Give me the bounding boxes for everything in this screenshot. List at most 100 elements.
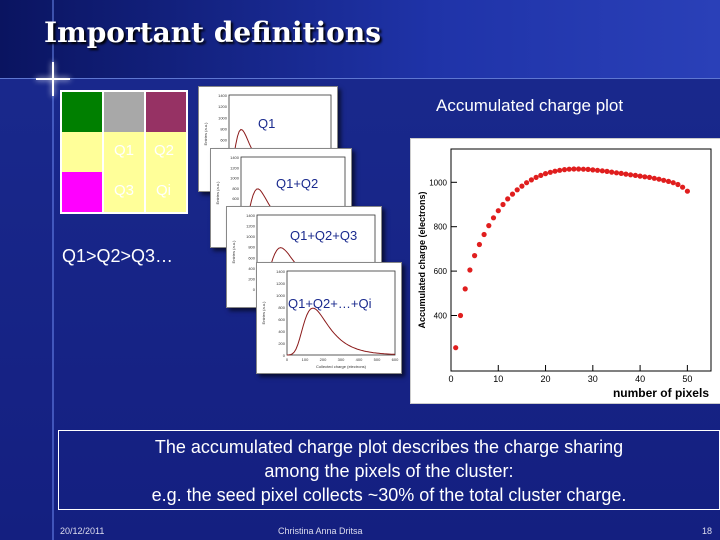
data-point <box>547 169 553 175</box>
stack-label-4: Q1+Q2+…+Qi <box>288 296 372 311</box>
x-tick-label: 0 <box>448 374 453 384</box>
histogram-ytick-label: 800 <box>220 126 227 131</box>
histogram-ytick-label: 1200 <box>230 165 240 170</box>
data-point <box>623 171 629 177</box>
pixel-cell-1 <box>62 92 102 132</box>
data-point <box>580 166 586 172</box>
histogram-ytick-label: 0 <box>283 353 286 358</box>
stack-label-2: Q1+Q2 <box>276 176 319 191</box>
data-point <box>505 196 511 202</box>
data-point <box>472 253 478 259</box>
histogram-ytick-label: 200 <box>248 276 255 281</box>
data-point <box>684 188 690 194</box>
stack-label-3: Q1+Q2+Q3 <box>290 228 358 243</box>
histogram-frame <box>286 270 396 356</box>
footer-author: Christina Anna Dritsa <box>278 526 363 536</box>
data-point <box>500 201 506 208</box>
data-point <box>599 168 605 174</box>
histogram-xtick-label: 100 <box>302 357 309 362</box>
data-point <box>585 166 591 172</box>
data-point <box>524 180 530 186</box>
y-tick-label: 400 <box>434 312 448 321</box>
accumulated-chart-svg: 400 600 800 1000 0 10 20 30 40 50 number of pixels… <box>417 148 712 400</box>
pixel-cell-5 <box>104 132 144 172</box>
x-tick-label: 20 <box>541 374 551 384</box>
histogram-svg-4: 1400 1200 1000 800 600 400 200 00 100 200 300 400 50… <box>261 269 399 369</box>
pixel-label-qi: Qi <box>156 182 171 199</box>
histogram-ytick-label: 1400 <box>276 269 286 274</box>
footer-date: 20/12/2011 <box>60 526 105 536</box>
data-point <box>538 172 544 178</box>
accumulated-charge-chart: 400 600 800 1000 0 10 20 30 40 50 number of pixels… <box>410 138 720 404</box>
data-point <box>542 171 549 177</box>
pixel-cell-3 <box>146 92 186 132</box>
histogram-ytick-label: 1400 <box>246 213 256 218</box>
y-axis-label: Accumulated charge (electrons) <box>417 191 427 328</box>
histogram-xlabel: Collected charge (electrons) <box>316 364 367 369</box>
x-tick-label: 10 <box>493 374 503 384</box>
x-axis-label: number of pixels <box>613 386 709 400</box>
data-point <box>509 191 516 197</box>
data-point <box>665 178 672 184</box>
data-point <box>561 167 568 173</box>
data-point <box>670 180 676 186</box>
data-point <box>467 267 473 273</box>
caption-line-3: e.g. the seed pixel collects ~30% of the… <box>151 485 627 505</box>
chart-frame <box>450 148 712 372</box>
data-point <box>566 166 572 172</box>
data-point <box>514 187 520 193</box>
data-point <box>476 241 482 248</box>
histogram-ytick-label: 1400 <box>218 93 228 98</box>
histogram-ytick-label: 600 <box>278 317 285 322</box>
data-point <box>661 177 667 183</box>
histogram-ytick-label: 400 <box>248 266 255 271</box>
data-point <box>609 169 615 175</box>
histogram-ylabel: Entries (a.u.) <box>261 301 266 325</box>
histogram-ytick-label: 400 <box>278 329 285 334</box>
data-point <box>637 173 643 179</box>
histogram-ytick-label: 1000 <box>246 234 256 239</box>
data-point <box>453 345 459 351</box>
histogram-ytick-label: 1400 <box>230 155 240 160</box>
data-point <box>571 166 577 172</box>
order-text: Q1>Q2>Q3… <box>62 246 174 266</box>
decor-horizontal-line <box>0 78 720 79</box>
pixel-cell-2 <box>104 92 144 132</box>
pixel-label-q2: Q2 <box>154 142 175 159</box>
histogram-xtick-label: 300 <box>338 357 345 362</box>
pixel-cell-4 <box>62 132 102 172</box>
histogram-xtick-label: 400 <box>356 357 363 362</box>
data-point <box>646 174 653 180</box>
pixel-cell-9 <box>146 172 186 212</box>
pixel-cell-8 <box>104 172 144 212</box>
sparkle-icon <box>36 62 70 96</box>
histogram-xtick-label: 200 <box>320 357 327 362</box>
data-point <box>618 170 624 176</box>
histogram-ytick-label: 1200 <box>246 224 256 229</box>
accumulated-title: Accumulated charge plot <box>436 96 624 115</box>
footer-page: 18 <box>702 526 713 536</box>
histogram-ytick-label: 600 <box>248 255 255 260</box>
title-band <box>0 0 720 78</box>
data-point <box>604 168 610 174</box>
data-point <box>576 166 582 172</box>
data-point <box>632 172 638 178</box>
data-point <box>533 174 539 180</box>
data-point <box>675 181 681 188</box>
x-tick-label: 50 <box>682 374 692 384</box>
histogram-ylabel: Entries (a.u.) <box>215 181 220 205</box>
x-tick-label: 30 <box>588 374 598 384</box>
data-point <box>651 175 657 181</box>
data-point <box>481 231 487 238</box>
data-point <box>594 167 601 173</box>
data-point <box>528 177 534 183</box>
data-point <box>642 174 648 180</box>
histogram-xtick-label: 600 <box>392 357 399 362</box>
data-point <box>680 184 686 190</box>
histogram-ytick-label: 1200 <box>218 104 228 109</box>
histogram-card-4: 1400 1200 1000 800 600 400 200 0 0 100 200 300 400 50… <box>256 262 402 374</box>
histogram-ytick-label: 200 <box>278 341 285 346</box>
slide-title: Important definitions <box>44 16 381 49</box>
data-point <box>486 223 492 229</box>
decor-vertical-line <box>52 0 54 540</box>
